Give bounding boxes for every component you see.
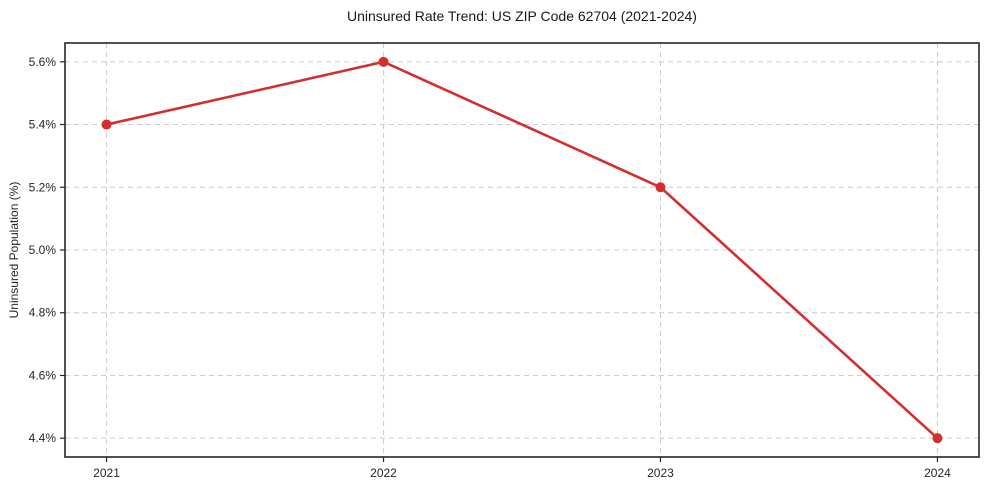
data-point-marker [932, 433, 943, 444]
y-tick-label: 5.6% [29, 55, 57, 69]
x-tick-label: 2024 [924, 466, 951, 480]
x-tick-label: 2022 [370, 466, 397, 480]
y-tick-label: 5.0% [29, 243, 57, 257]
y-tick-label: 5.4% [29, 118, 57, 132]
data-point-marker [101, 119, 112, 130]
x-tick-label: 2023 [647, 466, 674, 480]
y-tick-label: 5.2% [29, 180, 57, 194]
plot-border [64, 42, 980, 458]
y-tick-label: 4.6% [29, 368, 57, 382]
data-point-marker [655, 182, 666, 193]
trend-line [105, 60, 939, 440]
data-point-marker [378, 56, 389, 67]
x-tick-label: 2021 [93, 466, 120, 480]
y-tick-label: 4.8% [29, 306, 57, 320]
chart-title: Uninsured Rate Trend: US ZIP Code 62704 … [347, 8, 697, 24]
y-tick-label: 4.4% [29, 431, 57, 445]
